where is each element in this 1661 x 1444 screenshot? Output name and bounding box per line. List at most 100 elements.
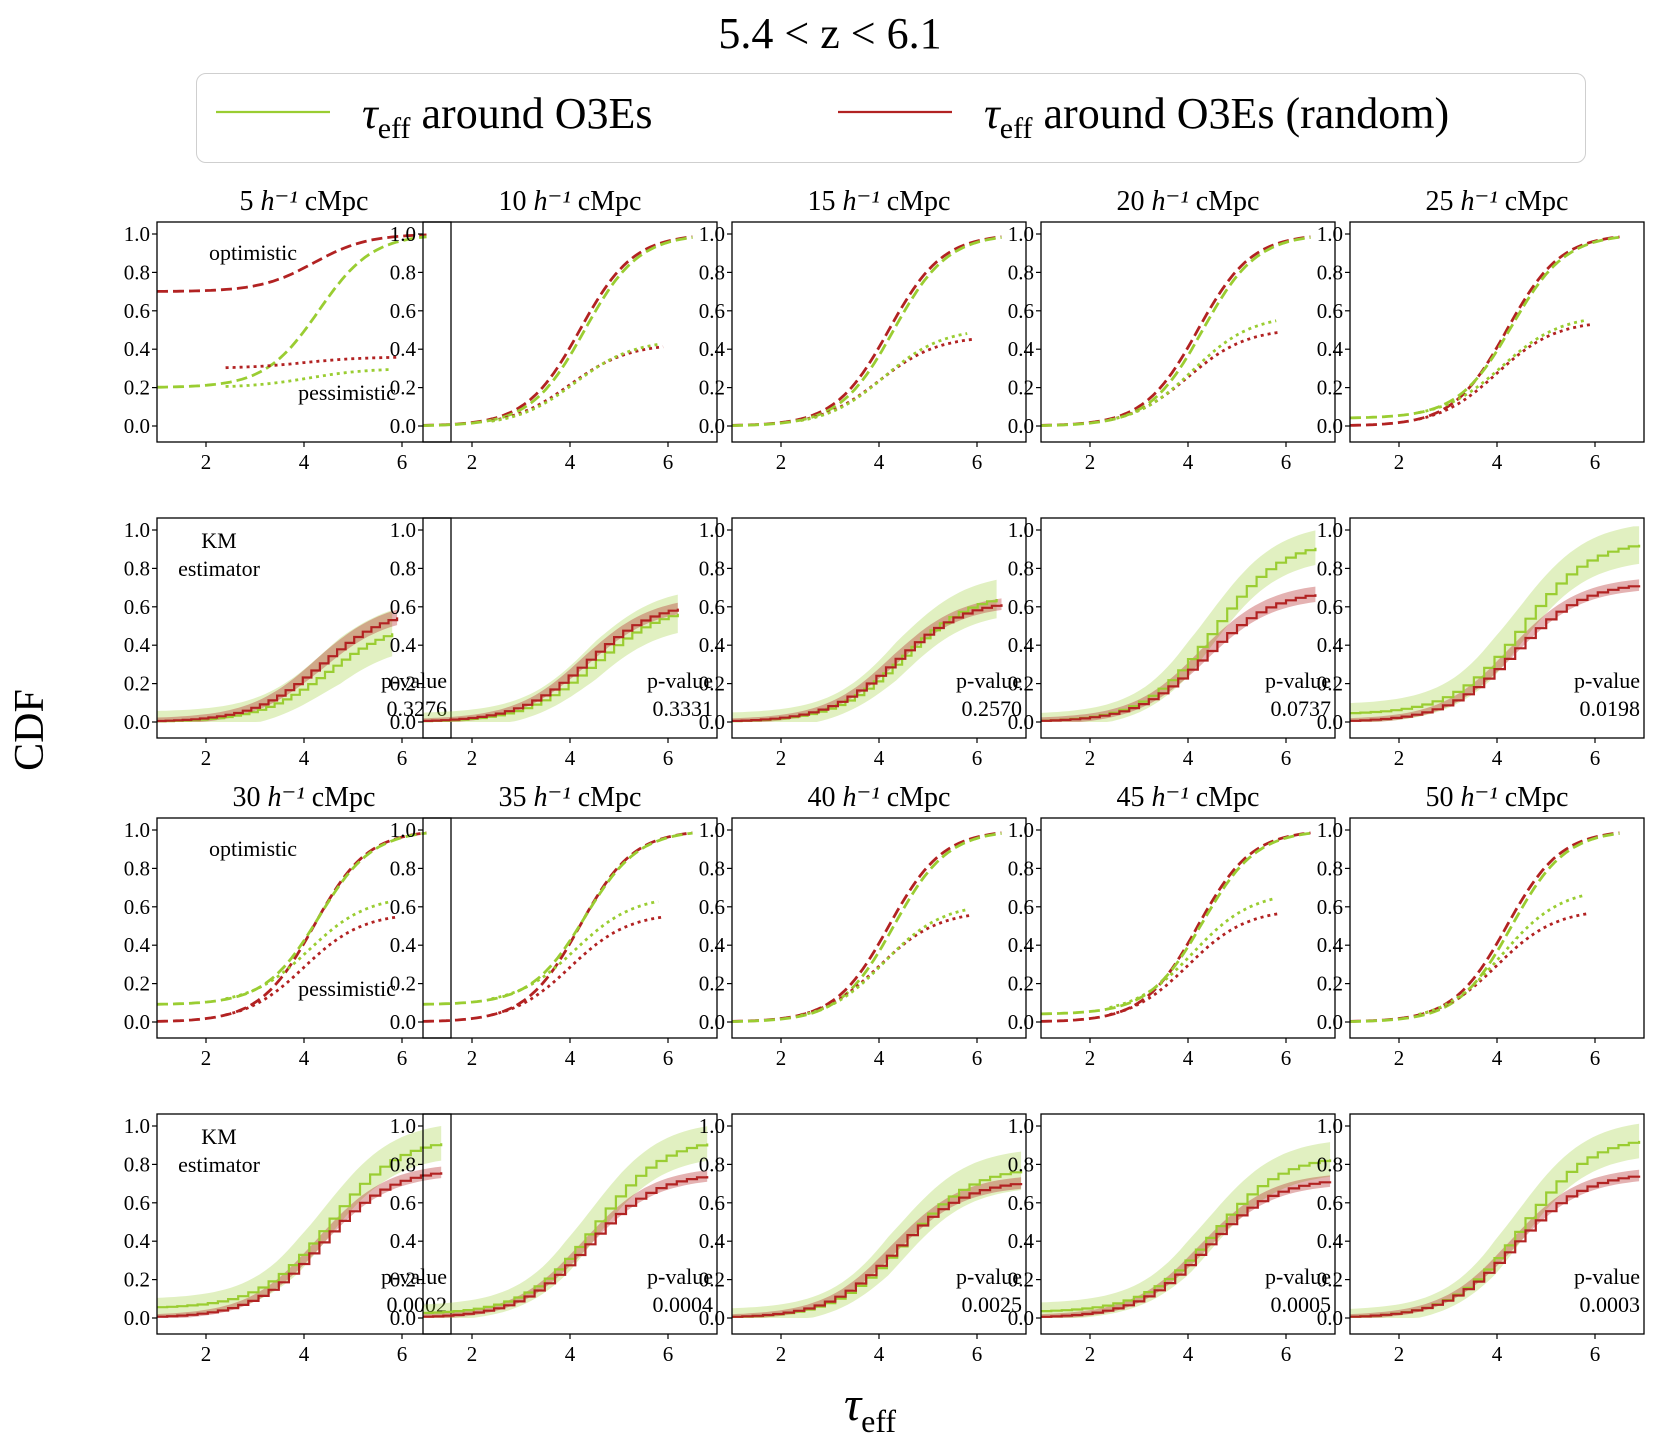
panel-title-num: 35 bbox=[499, 782, 534, 813]
panel-12: 35 h⁻¹ cMpc 0.0 0.2 0.4 0.6 0.8 1.0 2 4 6 bbox=[390, 782, 718, 1070]
legend-box bbox=[196, 73, 1586, 163]
legend-tau: τ bbox=[362, 89, 380, 138]
panel-title-num: 25 bbox=[1426, 186, 1461, 217]
y-tick-label: 1.0 bbox=[390, 818, 416, 842]
y-tick-label: 0.2 bbox=[1008, 672, 1034, 696]
panel-frame bbox=[422, 817, 718, 1039]
y-tick-label: 0.0 bbox=[1317, 414, 1343, 438]
panel-title-h: h⁻¹ bbox=[1152, 782, 1196, 813]
optimistic-curve bbox=[732, 236, 1002, 427]
plot-area bbox=[1041, 1142, 1332, 1318]
y-tick-label: 0.6 bbox=[124, 299, 150, 323]
plot-area bbox=[423, 235, 693, 427]
pessimistic-curve bbox=[225, 900, 393, 1000]
legend-text: around O3Es (random) bbox=[1033, 89, 1450, 138]
y-tick-label: 0.0 bbox=[1008, 1306, 1034, 1330]
x-tick-label: 6 bbox=[972, 746, 983, 770]
panel-19: p-value 0.0005 0.0 0.2 0.4 0.6 0.8 1.0 2 4 6 bbox=[1008, 1113, 1336, 1366]
x-tick-label: 2 bbox=[1085, 450, 1096, 474]
x-tick-label: 6 bbox=[1281, 1046, 1292, 1070]
x-tick-label: 6 bbox=[397, 1046, 408, 1070]
x-tick-label: 4 bbox=[299, 450, 310, 474]
y-tick-label: 0.2 bbox=[124, 972, 150, 996]
p-value-label: p-value bbox=[647, 1264, 713, 1289]
x-tick-label: 6 bbox=[972, 1342, 983, 1366]
panel-15: 50 h⁻¹ cMpc 0.0 0.2 0.4 0.6 0.8 1.0 2 4 6 bbox=[1317, 782, 1645, 1070]
panel-title-unit: cMpc bbox=[578, 186, 642, 217]
y-tick-label: 0.6 bbox=[699, 1191, 725, 1215]
km-band bbox=[1041, 530, 1316, 722]
optimistic-curve bbox=[1350, 832, 1620, 1023]
panel-title: 40 h⁻¹ cMpc bbox=[808, 782, 951, 813]
x-tick-label: 2 bbox=[467, 746, 478, 770]
panel-14: 45 h⁻¹ cMpc 0.0 0.2 0.4 0.6 0.8 1.0 2 4 6 bbox=[1008, 782, 1336, 1070]
legend-sub: eff bbox=[1000, 112, 1033, 145]
x-tick-label: 6 bbox=[663, 1046, 674, 1070]
km-random-band bbox=[732, 1177, 1022, 1318]
y-tick-label: 0.2 bbox=[699, 376, 725, 400]
p-value-label: p-value bbox=[381, 1264, 447, 1289]
y-tick-label: 1.0 bbox=[124, 222, 150, 246]
y-tick-label: 0.2 bbox=[390, 672, 416, 696]
x-tick-label: 4 bbox=[1183, 450, 1194, 474]
pessimistic-curve bbox=[1109, 319, 1277, 422]
y-tick-label: 0.0 bbox=[699, 1306, 725, 1330]
y-tick-label: 0.6 bbox=[1317, 1191, 1343, 1215]
y-tick-label: 0.6 bbox=[390, 299, 416, 323]
y-tick-label: 0.6 bbox=[1317, 595, 1343, 619]
p-value: 0.0025 bbox=[962, 1292, 1023, 1317]
plot-area bbox=[423, 1126, 709, 1318]
p-value-label: p-value bbox=[1574, 1264, 1640, 1289]
panel-title-unit: cMpc bbox=[1505, 186, 1569, 217]
y-tick-label: 1.0 bbox=[390, 518, 416, 542]
y-tick-label: 0.6 bbox=[124, 595, 150, 619]
y-tick-label: 0.6 bbox=[124, 895, 150, 919]
x-tick-label: 2 bbox=[1394, 450, 1405, 474]
panel-17: p-value 0.0004 0.0 0.2 0.4 0.6 0.8 1.0 2 4 6 bbox=[390, 1113, 718, 1366]
x-tick-label: 6 bbox=[397, 746, 408, 770]
plot-area bbox=[1041, 530, 1317, 722]
p-value: 0.3276 bbox=[387, 696, 448, 721]
y-tick-label: 0.4 bbox=[699, 1229, 726, 1253]
panel-title-h: h⁻¹ bbox=[268, 782, 312, 813]
y-tick-label: 0.8 bbox=[1317, 556, 1343, 580]
panel-7: p-value 0.3331 0.0 0.2 0.4 0.6 0.8 1.0 2 4 6 bbox=[390, 517, 718, 770]
panel-title-num: 15 bbox=[808, 186, 843, 217]
y-tick-label: 0.2 bbox=[390, 376, 416, 400]
x-tick-label: 6 bbox=[397, 450, 408, 474]
x-tick-label: 2 bbox=[1085, 1046, 1096, 1070]
y-tick-label: 0.0 bbox=[1317, 710, 1343, 734]
y-tick-label: 0.8 bbox=[390, 260, 416, 284]
y-tick-label: 1.0 bbox=[1317, 518, 1343, 542]
panel-4: 20 h⁻¹ cMpc 0.0 0.2 0.4 0.6 0.8 1.0 2 4 6 bbox=[1008, 186, 1336, 474]
km-curve bbox=[157, 1143, 443, 1309]
y-tick-label: 0.8 bbox=[124, 856, 150, 880]
x-tick-label: 6 bbox=[397, 1342, 408, 1366]
optimistic-curve bbox=[1041, 236, 1311, 427]
y-tick-label: 0.0 bbox=[390, 710, 416, 734]
p-value: 0.0004 bbox=[653, 1292, 714, 1317]
x-tick-label: 6 bbox=[1590, 1046, 1601, 1070]
y-tick-label: 1.0 bbox=[1317, 818, 1343, 842]
p-value: 0.0005 bbox=[1271, 1292, 1332, 1317]
p-value: 0.0737 bbox=[1271, 696, 1332, 721]
y-tick-label: 0.0 bbox=[390, 414, 416, 438]
y-tick-label: 0.8 bbox=[1008, 1152, 1034, 1176]
pessimistic-curve bbox=[1109, 896, 1277, 1009]
pessimistic-random-curve bbox=[491, 915, 664, 1017]
x-tick-label: 2 bbox=[776, 450, 787, 474]
panel-title-unit: cMpc bbox=[887, 782, 951, 813]
panel-10: p-value 0.0198 0.0 0.2 0.4 0.6 0.8 1.0 2 4 6 bbox=[1317, 517, 1645, 770]
y-tick-label: 0.4 bbox=[390, 633, 417, 657]
x-tick-label: 4 bbox=[1183, 1342, 1194, 1366]
x-tick-label: 2 bbox=[1394, 746, 1405, 770]
y-tick-label: 1.0 bbox=[124, 818, 150, 842]
x-tick-label: 2 bbox=[201, 450, 212, 474]
x-tick-label: 6 bbox=[663, 1342, 674, 1366]
x-sub: eff bbox=[861, 1403, 896, 1439]
y-tick-label: 0.8 bbox=[1317, 856, 1343, 880]
y-tick-label: 0.8 bbox=[1008, 260, 1034, 284]
panel-frame bbox=[1040, 817, 1336, 1039]
panel-11: 30 h⁻¹ cMpc optimistic pessimistic 0.0 0.2 0.… bbox=[124, 782, 452, 1070]
km-band bbox=[423, 594, 678, 722]
